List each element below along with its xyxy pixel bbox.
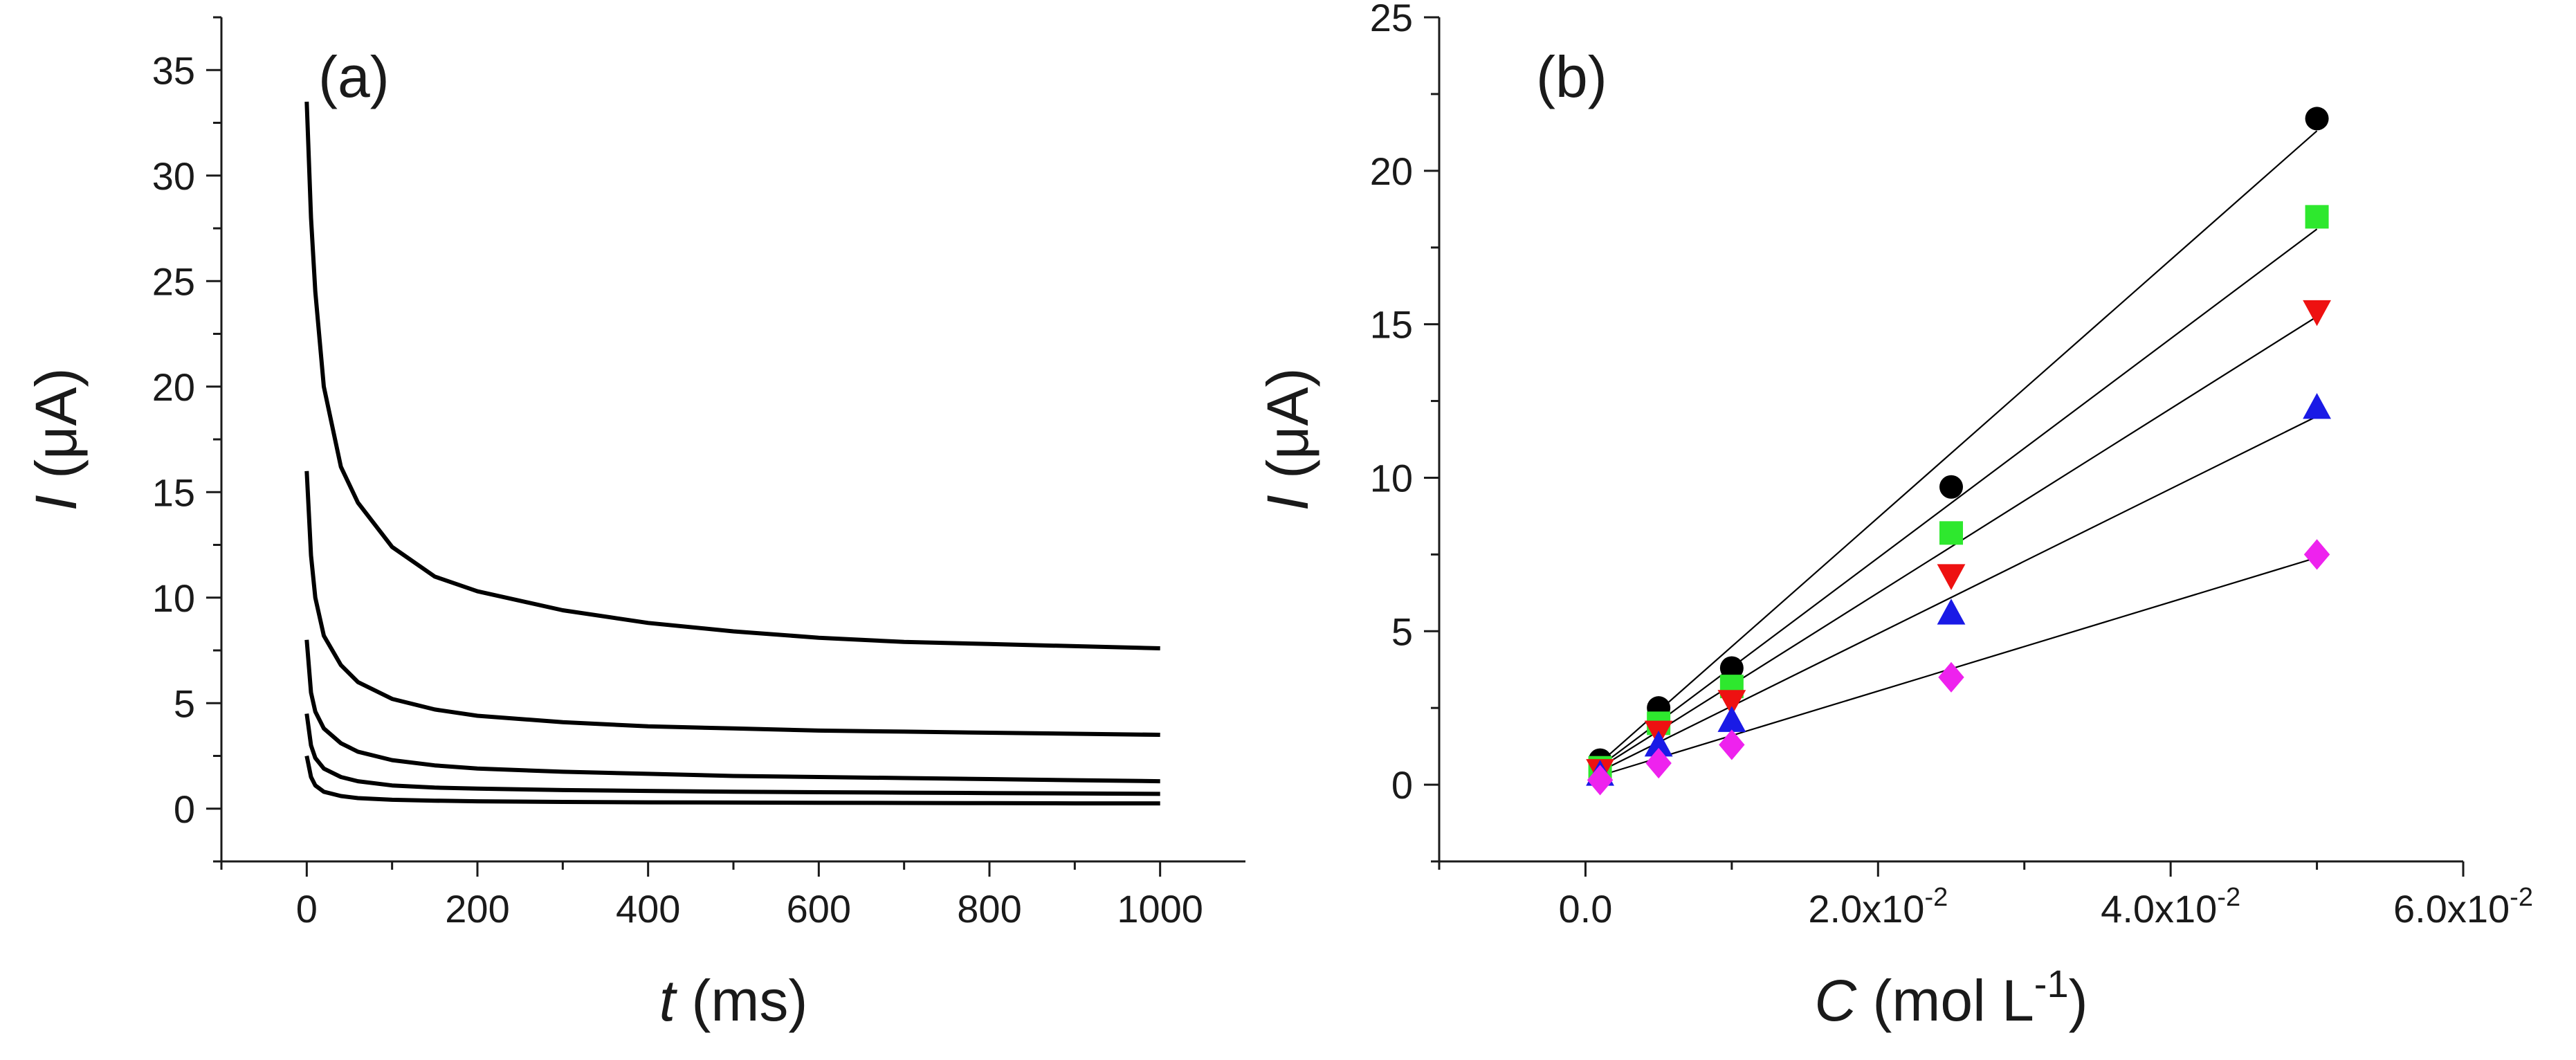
y-axis-title: I (μA)	[1255, 367, 1320, 511]
data-point	[1645, 747, 1672, 779]
y-tick-label: 25	[1370, 0, 1413, 39]
y-tick-label: 15	[1370, 303, 1413, 347]
panel-label: (a)	[318, 44, 390, 109]
data-point	[1939, 521, 1963, 545]
y-tick-label: 30	[152, 154, 195, 198]
fit-line-triangle-up	[1600, 415, 2318, 772]
data-point	[2305, 107, 2329, 131]
data-point	[1938, 661, 1964, 693]
y-tick-label: 20	[1370, 149, 1413, 193]
y-tick-label: 25	[152, 259, 195, 303]
x-tick-label: 4.0x10-2	[2101, 883, 2240, 931]
x-axis-title: C (mol L-1)	[1814, 962, 2088, 1033]
x-tick-label: 1000	[1117, 887, 1203, 931]
panel-b-chart: 0 5 10 15 20 25 0.0 2.0x10-2 4.0x10-2 6.0x10-2 C (…	[1255, 0, 2533, 1033]
x-tick-label: 2.0x10-2	[1808, 883, 1948, 931]
x-tick-label: 6.0x10-2	[2393, 883, 2533, 931]
data-point	[2303, 393, 2331, 419]
series-line-4	[304, 713, 1160, 796]
data-point	[1937, 598, 1966, 625]
data-point	[2303, 539, 2330, 570]
panel-label: (b)	[1536, 44, 1607, 109]
x-tick-label: 0	[296, 887, 318, 931]
series-line-1	[304, 101, 1160, 650]
fit-line-diamond	[1600, 556, 2317, 777]
y-tick-label: 15	[152, 470, 195, 514]
x-tick-label: 200	[445, 887, 509, 931]
data-point	[1587, 765, 1614, 796]
y-tick-label: 5	[174, 682, 195, 725]
data-point	[2303, 300, 2331, 327]
data-point	[1717, 706, 1746, 732]
y-tick-label: 0	[1391, 763, 1413, 807]
series-line-3	[304, 639, 1160, 784]
panel-a-chart: 0 5 10 15 20 25 30 35 0 200 400 600 800 1000 t (ms) I (…	[24, 16, 1245, 1033]
data-point	[1937, 564, 1966, 590]
y-tick-label: 20	[152, 365, 195, 409]
fit-line-square	[1599, 228, 2318, 767]
x-axis-title: t (ms)	[659, 968, 808, 1033]
y-tick-label: 35	[152, 48, 195, 92]
data-point	[1939, 475, 1963, 499]
x-tick-label: 400	[616, 887, 680, 931]
y-tick-label: 10	[1370, 456, 1413, 500]
series-line-2	[304, 470, 1160, 737]
data-point	[1719, 656, 1744, 680]
x-tick-label: 600	[787, 887, 851, 931]
x-tick-label: 0.0	[1558, 887, 1612, 931]
data-point	[1719, 729, 1745, 760]
y-tick-label: 5	[1391, 610, 1413, 653]
y-axis-title: I (μA)	[24, 367, 89, 511]
x-tick-label: 800	[957, 887, 1021, 931]
data-point	[1644, 731, 1673, 757]
series-line-5	[304, 755, 1160, 806]
y-tick-label: 0	[174, 787, 195, 831]
y-tick-label: 10	[152, 576, 195, 620]
data-point	[2305, 205, 2329, 229]
data-point	[1717, 690, 1746, 716]
fit-line-circle	[1599, 130, 2318, 763]
